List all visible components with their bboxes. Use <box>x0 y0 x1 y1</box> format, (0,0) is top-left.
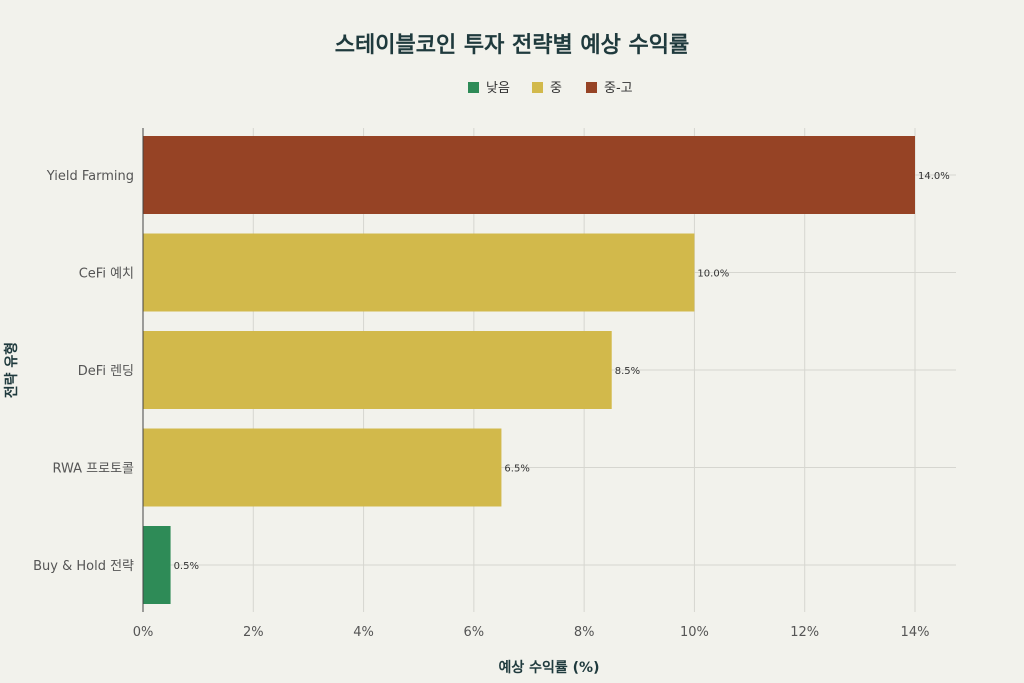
category-label-2: DeFi 렌딩 <box>78 364 134 379</box>
data-label-1: 10.0% <box>697 269 729 280</box>
x-tick-label-2: 4% <box>353 625 374 640</box>
x-tick-label-1: 2% <box>243 625 264 640</box>
x-axis-title: 예상 수익률 (%) <box>499 659 600 676</box>
category-label-4: Buy & Hold 전략 <box>33 559 134 574</box>
legend-label-0: 낮음 <box>486 81 510 96</box>
category-label-1: CeFi 예치 <box>79 267 134 282</box>
x-tick-label-6: 12% <box>790 625 819 640</box>
data-label-4: 0.5% <box>174 561 199 572</box>
data-label-0: 14.0% <box>918 171 950 182</box>
x-tick-label-5: 10% <box>680 625 709 640</box>
bar-0 <box>143 136 915 214</box>
legend-swatch-0 <box>468 82 479 93</box>
data-label-2: 8.5% <box>615 366 640 377</box>
chart-title: 스테이블코인 투자 전략별 예상 수익률 <box>335 33 689 58</box>
x-tick-label-4: 8% <box>574 625 595 640</box>
y-axis-title: 전략 유형 <box>3 342 20 398</box>
legend-label-2: 중-고 <box>604 81 633 96</box>
data-label-3: 6.5% <box>504 464 529 475</box>
axes: 0% 2% 4% 6% 8% 10% 12% 14% <box>133 128 930 640</box>
x-tick-label-7: 14% <box>901 625 930 640</box>
chart-legend: 낮음 중 중-고 <box>468 81 633 96</box>
bar-1 <box>143 233 695 312</box>
category-label-3: RWA 프로토콜 <box>52 462 134 477</box>
bar-4 <box>143 526 171 604</box>
category-label-0: Yield Farming <box>46 169 134 184</box>
x-tick-label-3: 6% <box>464 625 485 640</box>
bar-3 <box>143 428 502 507</box>
legend-swatch-1 <box>532 82 543 93</box>
bars: 14.0% Yield Farming 10.0% CeFi 예치 8.5% DeFi 렌… <box>33 136 950 604</box>
legend-label-1: 중 <box>550 81 562 96</box>
bar-2 <box>143 331 612 409</box>
x-tick-label-0: 0% <box>133 625 154 640</box>
legend-swatch-2 <box>586 82 597 93</box>
